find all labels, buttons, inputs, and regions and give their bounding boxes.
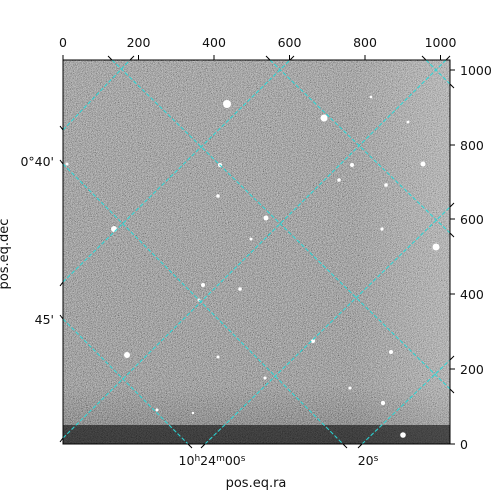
right-pixel-axis: 0 200 400 600 800 1000	[450, 63, 492, 452]
x-pixel-tick-label: 400	[202, 35, 226, 50]
y-pixel-tick-label: 0	[460, 437, 468, 452]
dec-tick-label: 0°40'	[20, 154, 54, 169]
y-pixel-tick-label: 600	[460, 212, 484, 227]
top-pixel-axis: 0 200 400 600 800 1000	[59, 35, 456, 60]
x-pixel-tick-label: 800	[353, 35, 377, 50]
x-axis-title: pos.eq.ra	[226, 476, 287, 491]
ra-tick-label: 20s	[358, 453, 379, 468]
star-sources	[65, 95, 440, 438]
dec-tick-label: 45'	[35, 312, 54, 327]
y-axis-title: pos.eq.dec	[0, 219, 12, 290]
coordinate-grid	[63, 60, 450, 444]
plot-frame	[62, 59, 451, 445]
x-pixel-tick-label: 1000	[425, 35, 457, 50]
y-pixel-tick-label: 200	[460, 362, 484, 377]
x-pixel-tick-label: 200	[127, 35, 151, 50]
x-pixel-tick-label: 0	[59, 35, 67, 50]
ra-tick-label: 10h24m00s	[179, 453, 246, 468]
sky-image	[63, 60, 450, 444]
ra-axis: 10h24m00s 20s pos.eq.ra	[179, 453, 379, 491]
dec-axis: 0°40' 45' pos.eq.dec	[0, 154, 54, 327]
world-tick-marks	[59, 55, 455, 449]
y-pixel-tick-label: 400	[460, 287, 484, 302]
y-pixel-tick-label: 1000	[460, 63, 492, 78]
x-pixel-tick-label: 600	[278, 35, 302, 50]
y-pixel-tick-label: 800	[460, 138, 484, 153]
